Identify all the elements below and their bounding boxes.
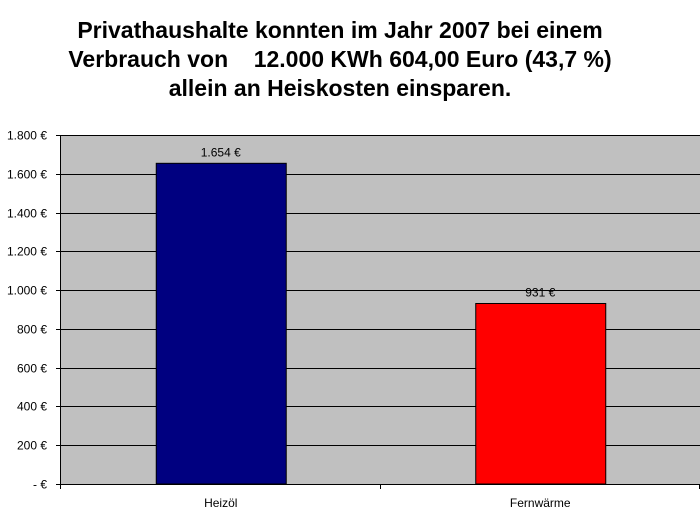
y-tick-label-3: 600 € (17, 362, 47, 376)
y-tick-label-5: 1.000 € (7, 284, 47, 298)
chart-title: Privathaushalte konnten im Jahr 2007 bei… (0, 16, 680, 103)
y-tick-label-2: 400 € (17, 400, 47, 414)
y-tick-label-1: 200 € (17, 439, 47, 453)
data-label-0: 1.654 € (201, 145, 241, 159)
y-tick-label-4: 800 € (17, 323, 47, 337)
y-tick-label-6: 1.200 € (7, 245, 47, 259)
bar-1 (475, 302, 607, 485)
y-tick-label-0: - € (33, 478, 47, 492)
y-tick-label-7: 1.400 € (7, 207, 47, 221)
y-tick-label-9: 1.800 € (7, 129, 47, 143)
x-tick-label-0: Heizöl (204, 496, 237, 510)
y-tick-label-8: 1.600 € (7, 168, 47, 182)
chart-title-line-1: Privathaushalte konnten im Jahr 2007 bei… (77, 17, 603, 43)
bar-0 (155, 162, 287, 485)
x-tick-label-1: Fernwärme (510, 496, 571, 510)
chart-title-line-3: allein an Heiskosten einsparen. (168, 75, 512, 101)
chart-title-line-2: Verbrauch von 12.000 KWh 604,00 Euro (43… (68, 46, 612, 72)
data-label-1: 931 € (525, 285, 555, 299)
